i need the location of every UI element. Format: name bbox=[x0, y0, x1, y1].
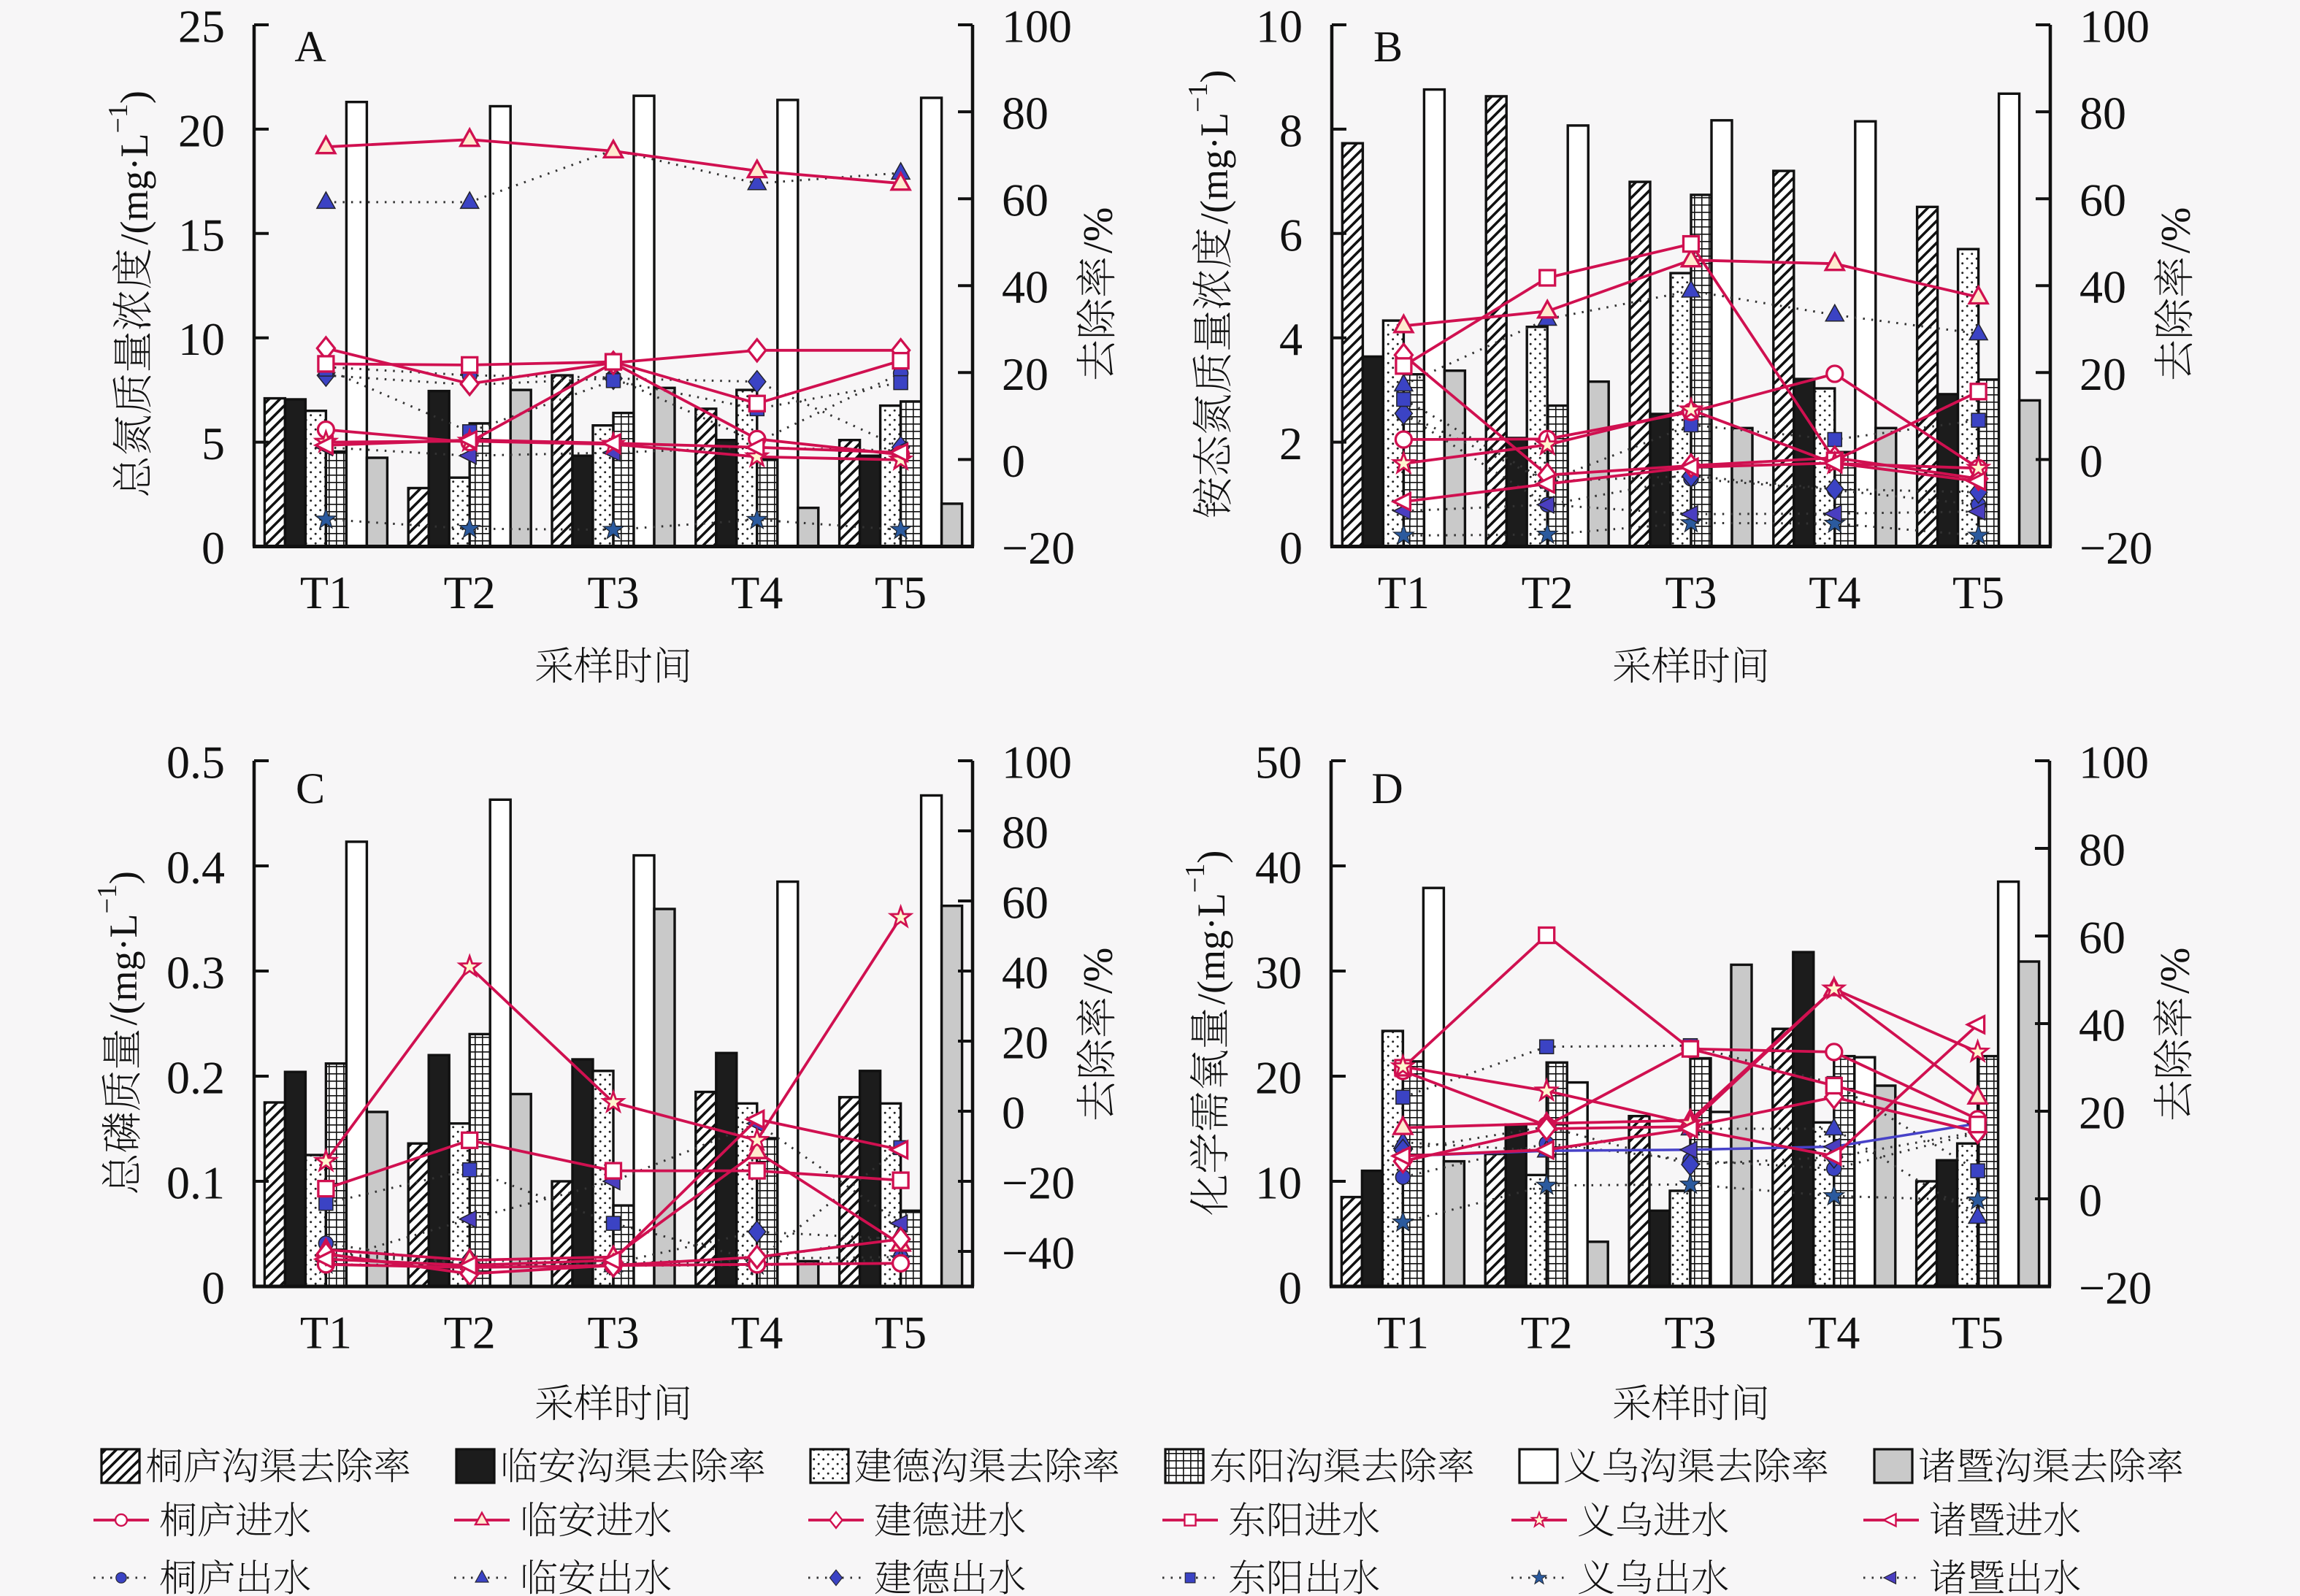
svg-text:0: 0 bbox=[1002, 435, 1025, 487]
svg-text:100: 100 bbox=[1002, 1, 1072, 53]
svg-text:0: 0 bbox=[1002, 1087, 1025, 1139]
svg-text:T4: T4 bbox=[731, 1307, 783, 1359]
svg-text:10: 10 bbox=[1255, 1157, 1302, 1209]
svg-text:T1: T1 bbox=[300, 1307, 352, 1359]
svg-text:/%: /% bbox=[2153, 207, 2199, 253]
svg-text:20: 20 bbox=[1002, 348, 1049, 400]
svg-text:T3: T3 bbox=[587, 567, 639, 618]
svg-text:0.4: 0.4 bbox=[166, 842, 225, 894]
svg-text:0.5: 0.5 bbox=[166, 737, 225, 789]
svg-text:T5: T5 bbox=[1952, 567, 2004, 618]
svg-text:80: 80 bbox=[2079, 88, 2126, 139]
svg-text:80: 80 bbox=[1002, 88, 1049, 139]
svg-text:0.1: 0.1 bbox=[166, 1157, 225, 1209]
svg-text:0: 0 bbox=[202, 522, 225, 574]
svg-text:80: 80 bbox=[1002, 807, 1049, 859]
svg-text:40: 40 bbox=[2079, 261, 2126, 313]
svg-text:−40: −40 bbox=[1002, 1227, 1075, 1279]
svg-text:30: 30 bbox=[1255, 947, 1302, 999]
svg-text:/%: /% bbox=[1076, 207, 1122, 253]
svg-text:T3: T3 bbox=[1664, 1307, 1716, 1359]
svg-text:20: 20 bbox=[178, 104, 225, 156]
svg-text:−20: −20 bbox=[2079, 522, 2153, 574]
svg-text:T1: T1 bbox=[300, 567, 352, 618]
svg-text:T1: T1 bbox=[1378, 567, 1430, 618]
svg-text:60: 60 bbox=[1002, 877, 1049, 929]
svg-text:60: 60 bbox=[1002, 174, 1049, 226]
svg-text:B: B bbox=[1373, 23, 1403, 71]
svg-text:40: 40 bbox=[1255, 842, 1302, 894]
svg-text:T1: T1 bbox=[1377, 1307, 1429, 1359]
svg-text:T2: T2 bbox=[1521, 1307, 1573, 1359]
svg-text:T3: T3 bbox=[587, 1307, 639, 1359]
svg-text:T2: T2 bbox=[444, 567, 496, 618]
svg-text:0.2: 0.2 bbox=[166, 1052, 225, 1104]
svg-text:T5: T5 bbox=[1952, 1307, 2004, 1359]
svg-text:A: A bbox=[294, 23, 326, 71]
svg-text:T2: T2 bbox=[1522, 567, 1573, 618]
svg-text:100: 100 bbox=[2079, 1, 2150, 53]
svg-text:6: 6 bbox=[1279, 209, 1303, 261]
svg-text:−20: −20 bbox=[1002, 522, 1075, 574]
svg-text:0.3: 0.3 bbox=[166, 947, 225, 999]
svg-text:/%: /% bbox=[2153, 948, 2199, 994]
svg-text:10: 10 bbox=[178, 313, 225, 365]
svg-text:50: 50 bbox=[1255, 737, 1302, 789]
svg-text:4: 4 bbox=[1279, 313, 1303, 365]
svg-text:/%: /% bbox=[1076, 948, 1122, 994]
svg-text:40: 40 bbox=[2079, 1000, 2125, 1051]
svg-text:T3: T3 bbox=[1665, 567, 1717, 618]
svg-text:60: 60 bbox=[2079, 174, 2126, 226]
svg-text:T5: T5 bbox=[875, 567, 927, 618]
svg-text:40: 40 bbox=[1002, 261, 1049, 313]
svg-text:25: 25 bbox=[178, 1, 225, 53]
svg-text:0: 0 bbox=[202, 1262, 225, 1314]
svg-text:2: 2 bbox=[1279, 418, 1303, 469]
svg-text:T4: T4 bbox=[1809, 567, 1860, 618]
svg-text:10: 10 bbox=[1256, 1, 1303, 53]
svg-text:T4: T4 bbox=[731, 567, 783, 618]
svg-text:40: 40 bbox=[1002, 947, 1049, 999]
svg-text:0: 0 bbox=[1279, 1262, 1302, 1314]
svg-text:20: 20 bbox=[2079, 348, 2126, 400]
svg-text:D: D bbox=[1371, 764, 1403, 813]
svg-text:−20: −20 bbox=[1002, 1157, 1075, 1209]
svg-text:T5: T5 bbox=[875, 1307, 927, 1359]
svg-text:0: 0 bbox=[1279, 522, 1303, 574]
svg-text:20: 20 bbox=[2079, 1087, 2125, 1139]
svg-text:60: 60 bbox=[2079, 912, 2125, 964]
svg-text:100: 100 bbox=[1002, 737, 1072, 789]
svg-text:80: 80 bbox=[2079, 824, 2125, 876]
svg-text:5: 5 bbox=[202, 418, 225, 469]
svg-text:8: 8 bbox=[1279, 104, 1303, 156]
svg-text:T2: T2 bbox=[444, 1307, 496, 1359]
svg-text:100: 100 bbox=[2079, 737, 2149, 789]
svg-text:−20: −20 bbox=[2079, 1262, 2152, 1314]
svg-text:20: 20 bbox=[1002, 1017, 1049, 1069]
svg-text:0: 0 bbox=[2079, 435, 2103, 487]
svg-text:C: C bbox=[296, 764, 325, 813]
svg-text:20: 20 bbox=[1255, 1052, 1302, 1104]
svg-text:0: 0 bbox=[2079, 1175, 2102, 1227]
svg-text:T4: T4 bbox=[1808, 1307, 1860, 1359]
svg-text:15: 15 bbox=[178, 209, 225, 261]
